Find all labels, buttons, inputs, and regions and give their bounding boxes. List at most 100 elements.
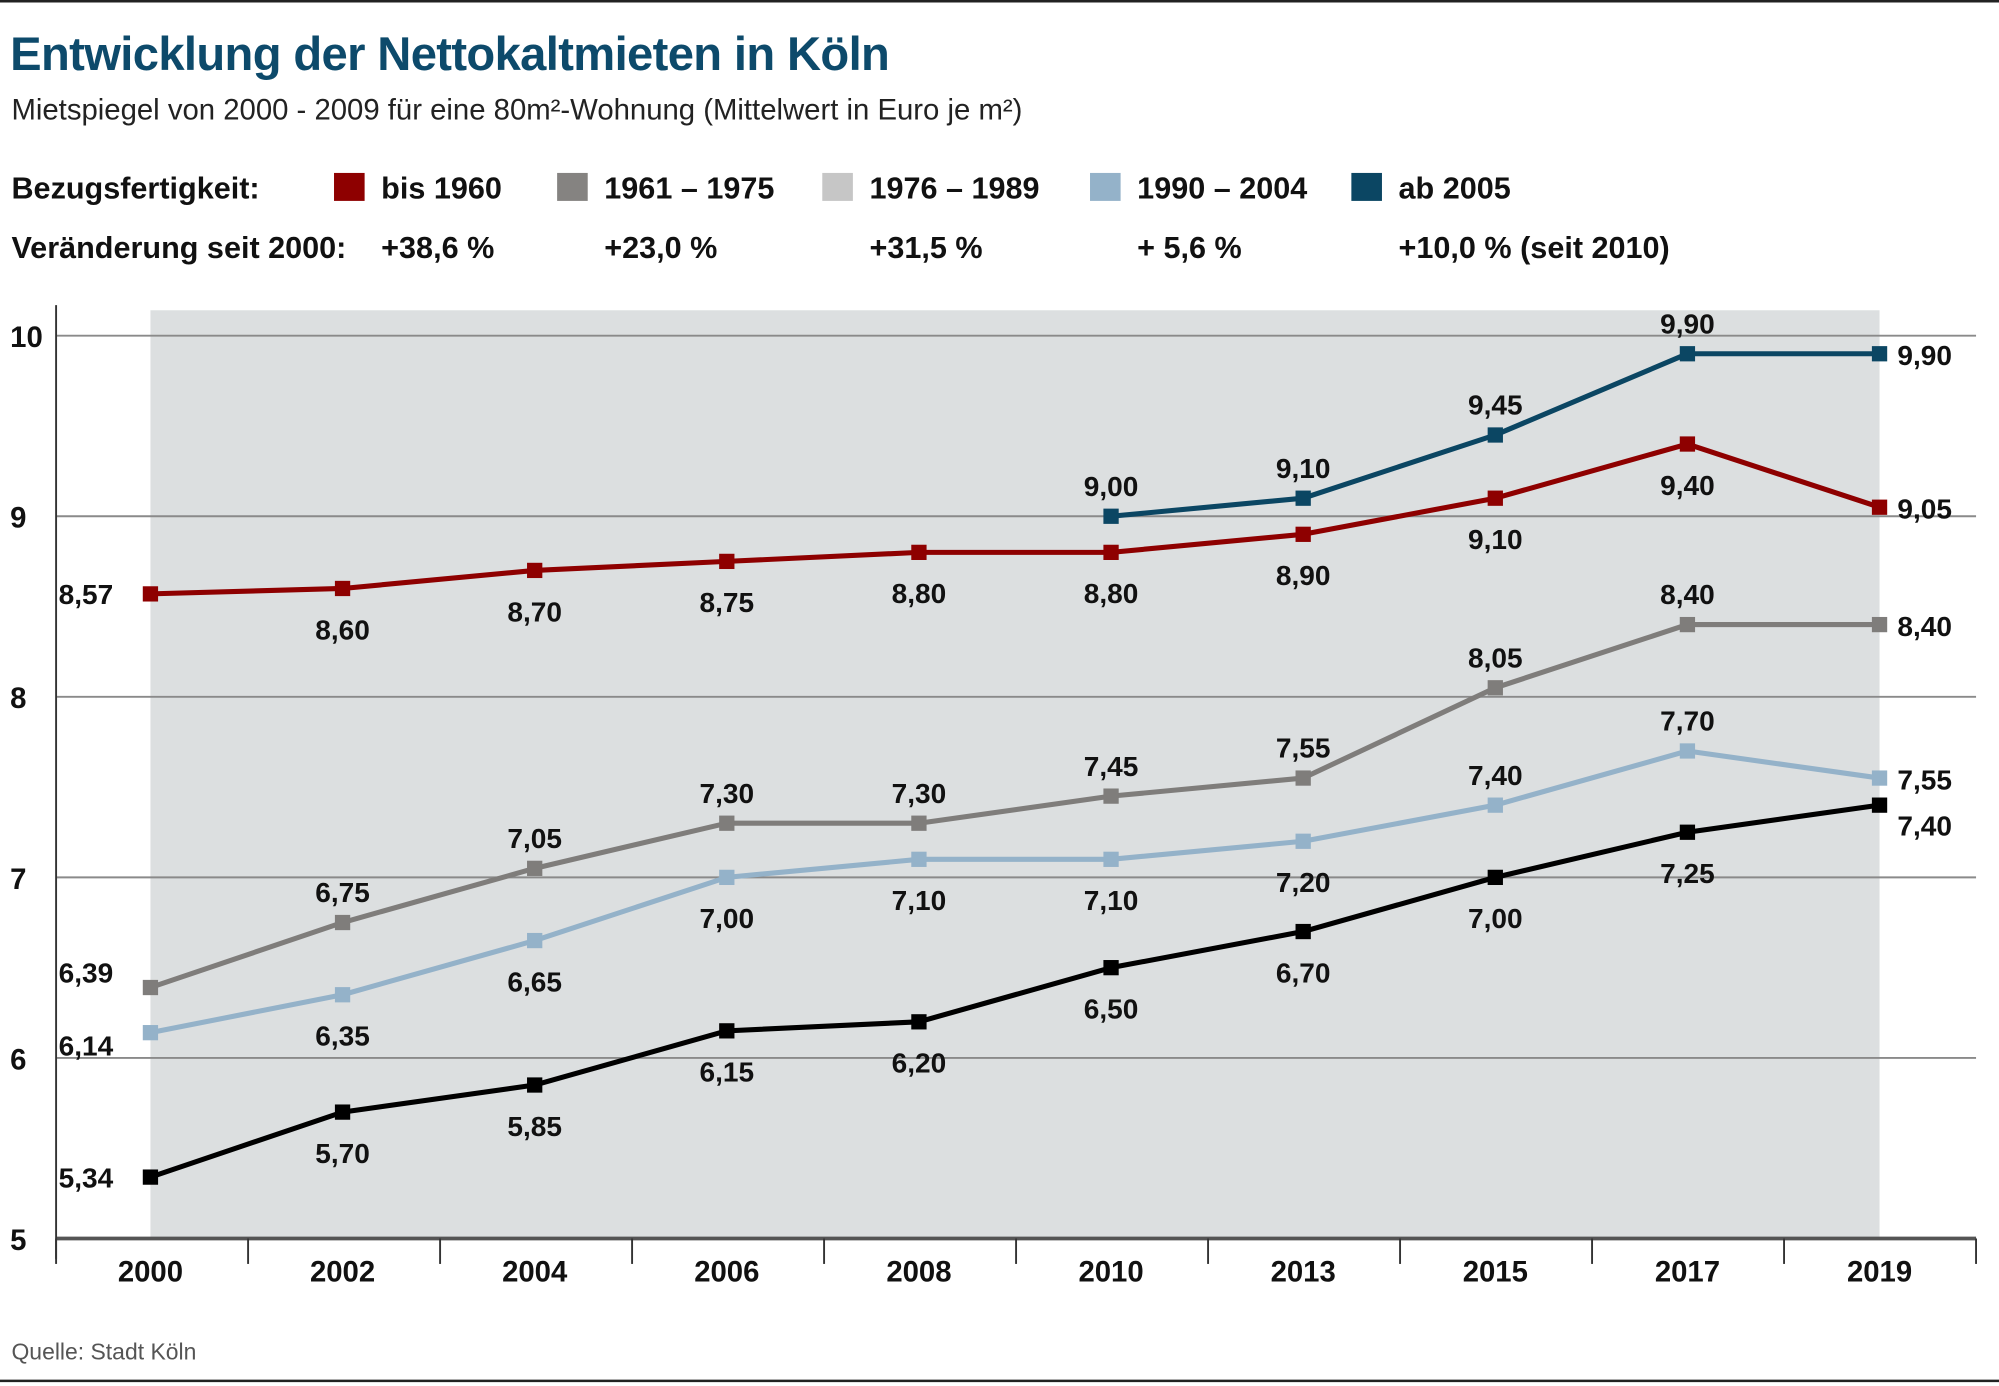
data-label: 7,70 xyxy=(1660,706,1715,737)
data-point xyxy=(1679,616,1696,633)
data-point xyxy=(1871,616,1888,633)
data-label: 6,70 xyxy=(1276,957,1331,988)
data-label: 8,80 xyxy=(1084,578,1139,609)
data-point xyxy=(1871,797,1888,813)
data-label: 6,65 xyxy=(507,966,562,997)
x-tick-label: 2002 xyxy=(310,1256,375,1289)
data-point xyxy=(911,1014,927,1030)
data-point xyxy=(719,815,735,831)
data-label: 7,45 xyxy=(1084,751,1139,782)
data-label: 6,15 xyxy=(700,1057,755,1088)
plot-background xyxy=(150,310,1880,1239)
data-point xyxy=(1679,824,1696,840)
x-tick-label: 2006 xyxy=(694,1256,759,1289)
data-label: 7,00 xyxy=(700,903,755,934)
data-point xyxy=(1295,833,1311,849)
data-point xyxy=(1487,680,1503,696)
legend-label: Bezugsfertigkeit: xyxy=(11,171,259,205)
x-tick-label: 2017 xyxy=(1655,1256,1720,1289)
legend-item-label: bis 1960 xyxy=(381,171,502,205)
data-point xyxy=(334,987,351,1003)
legend-swatch xyxy=(1090,172,1121,201)
legend-swatch xyxy=(334,172,365,201)
series-1: 6,39 6,75 7,05 7,30 7,30 7,45 7,55 8,05 8,40 8,40 xyxy=(59,579,1952,996)
series-4: 9,00 9,10 9,45 9,90 9,90 xyxy=(1084,308,1952,524)
data-label: 9,10 xyxy=(1276,453,1331,484)
data-point xyxy=(1295,526,1311,542)
data-point xyxy=(1871,770,1888,786)
data-point xyxy=(719,869,735,886)
data-point xyxy=(1487,490,1503,506)
legend-item-change: + 5,6 % xyxy=(1137,231,1242,265)
data-point xyxy=(142,586,159,602)
data-point xyxy=(1103,508,1119,524)
series-3: 6,14 6,35 6,65 7,00 7,10 7,10 7,20 7,40 7,70 7,55 xyxy=(59,706,1952,1062)
data-point xyxy=(1103,544,1119,560)
data-point xyxy=(1679,436,1696,452)
data-label: 5,34 xyxy=(59,1162,114,1193)
legend-item-label: 1990 – 2004 xyxy=(1137,171,1307,205)
data-label: 6,20 xyxy=(892,1048,947,1079)
data-point xyxy=(1103,960,1119,976)
y-tick-label: 10 xyxy=(10,321,43,354)
legend-item-label: 1976 – 1989 xyxy=(869,171,1039,205)
data-label: 6,35 xyxy=(315,1021,370,1052)
data-label: 6,75 xyxy=(315,877,370,908)
data-label: 7,05 xyxy=(507,823,562,854)
data-label: 8,60 xyxy=(315,614,370,645)
data-label: 5,70 xyxy=(315,1138,370,1169)
data-point xyxy=(1487,427,1503,443)
data-label: 8,80 xyxy=(892,578,947,609)
data-label: 7,40 xyxy=(1468,760,1523,791)
data-label: 9,10 xyxy=(1468,524,1523,555)
data-point xyxy=(719,1023,735,1039)
legend: bis 1960 +38,6 % 1961 – 1975 +23,0 % 1976 – … xyxy=(334,171,1670,265)
data-point xyxy=(1295,770,1311,786)
data-label: 5,85 xyxy=(507,1111,562,1142)
data-point xyxy=(334,914,351,931)
legend-item-change: +31,5 % xyxy=(869,231,982,265)
data-label: 7,10 xyxy=(892,885,947,916)
x-tick-label: 2004 xyxy=(502,1256,568,1289)
data-label: 9,90 xyxy=(1660,308,1715,339)
data-label: 9,90 xyxy=(1897,340,1952,371)
legend-item-change: +23,0 % xyxy=(604,231,717,265)
data-point xyxy=(1679,346,1696,362)
y-tick-label: 9 xyxy=(10,502,26,535)
legend-item-label: ab 2005 xyxy=(1399,171,1511,205)
x-tick-label: 2010 xyxy=(1078,1256,1143,1289)
data-label: 7,25 xyxy=(1660,858,1715,889)
data-point xyxy=(1679,743,1696,759)
data-label: 7,10 xyxy=(1084,885,1139,916)
data-point xyxy=(1103,788,1119,804)
x-tick-label: 2013 xyxy=(1271,1256,1336,1289)
data-label: 9,00 xyxy=(1084,471,1139,502)
data-point xyxy=(911,851,927,867)
page-subtitle: Mietspiegel von 2000 - 2009 für eine 80m… xyxy=(11,94,1022,127)
y-tick-label: 7 xyxy=(10,863,26,896)
legend-swatch xyxy=(822,172,853,201)
series-line xyxy=(149,748,1880,1036)
data-point xyxy=(1871,346,1888,362)
series-line xyxy=(150,441,1881,597)
data-label: 8,75 xyxy=(700,587,755,618)
legend-item-change: +38,6 % xyxy=(381,231,494,265)
plot-area: 5 6 7 8 9 10 2000 2002 2004 2006 2008 2010 2013 2015 2… xyxy=(10,305,1978,1289)
series-line xyxy=(149,802,1880,1180)
data-label: 7,40 xyxy=(1897,811,1952,842)
legend-item-change: +10,0 % (seit 2010) xyxy=(1399,231,1670,265)
data-label: 7,00 xyxy=(1468,903,1523,934)
data-point xyxy=(334,580,351,597)
data-point xyxy=(142,979,159,996)
data-label: 7,30 xyxy=(892,778,947,809)
data-label: 8,90 xyxy=(1276,560,1331,591)
data-label: 6,39 xyxy=(59,957,114,988)
data-label: 7,55 xyxy=(1897,765,1952,796)
x-tick-label: 2015 xyxy=(1463,1256,1528,1289)
data-point xyxy=(1295,490,1311,506)
series-0: 8,57 8,60 8,70 8,75 8,80 8,80 8,90 9,10 9,40 9,05 xyxy=(59,436,1952,645)
source-note: Quelle: Stadt Köln xyxy=(11,1338,196,1364)
data-label: 9,40 xyxy=(1660,470,1715,501)
data-label: 8,40 xyxy=(1897,611,1952,642)
data-point xyxy=(334,1104,351,1120)
